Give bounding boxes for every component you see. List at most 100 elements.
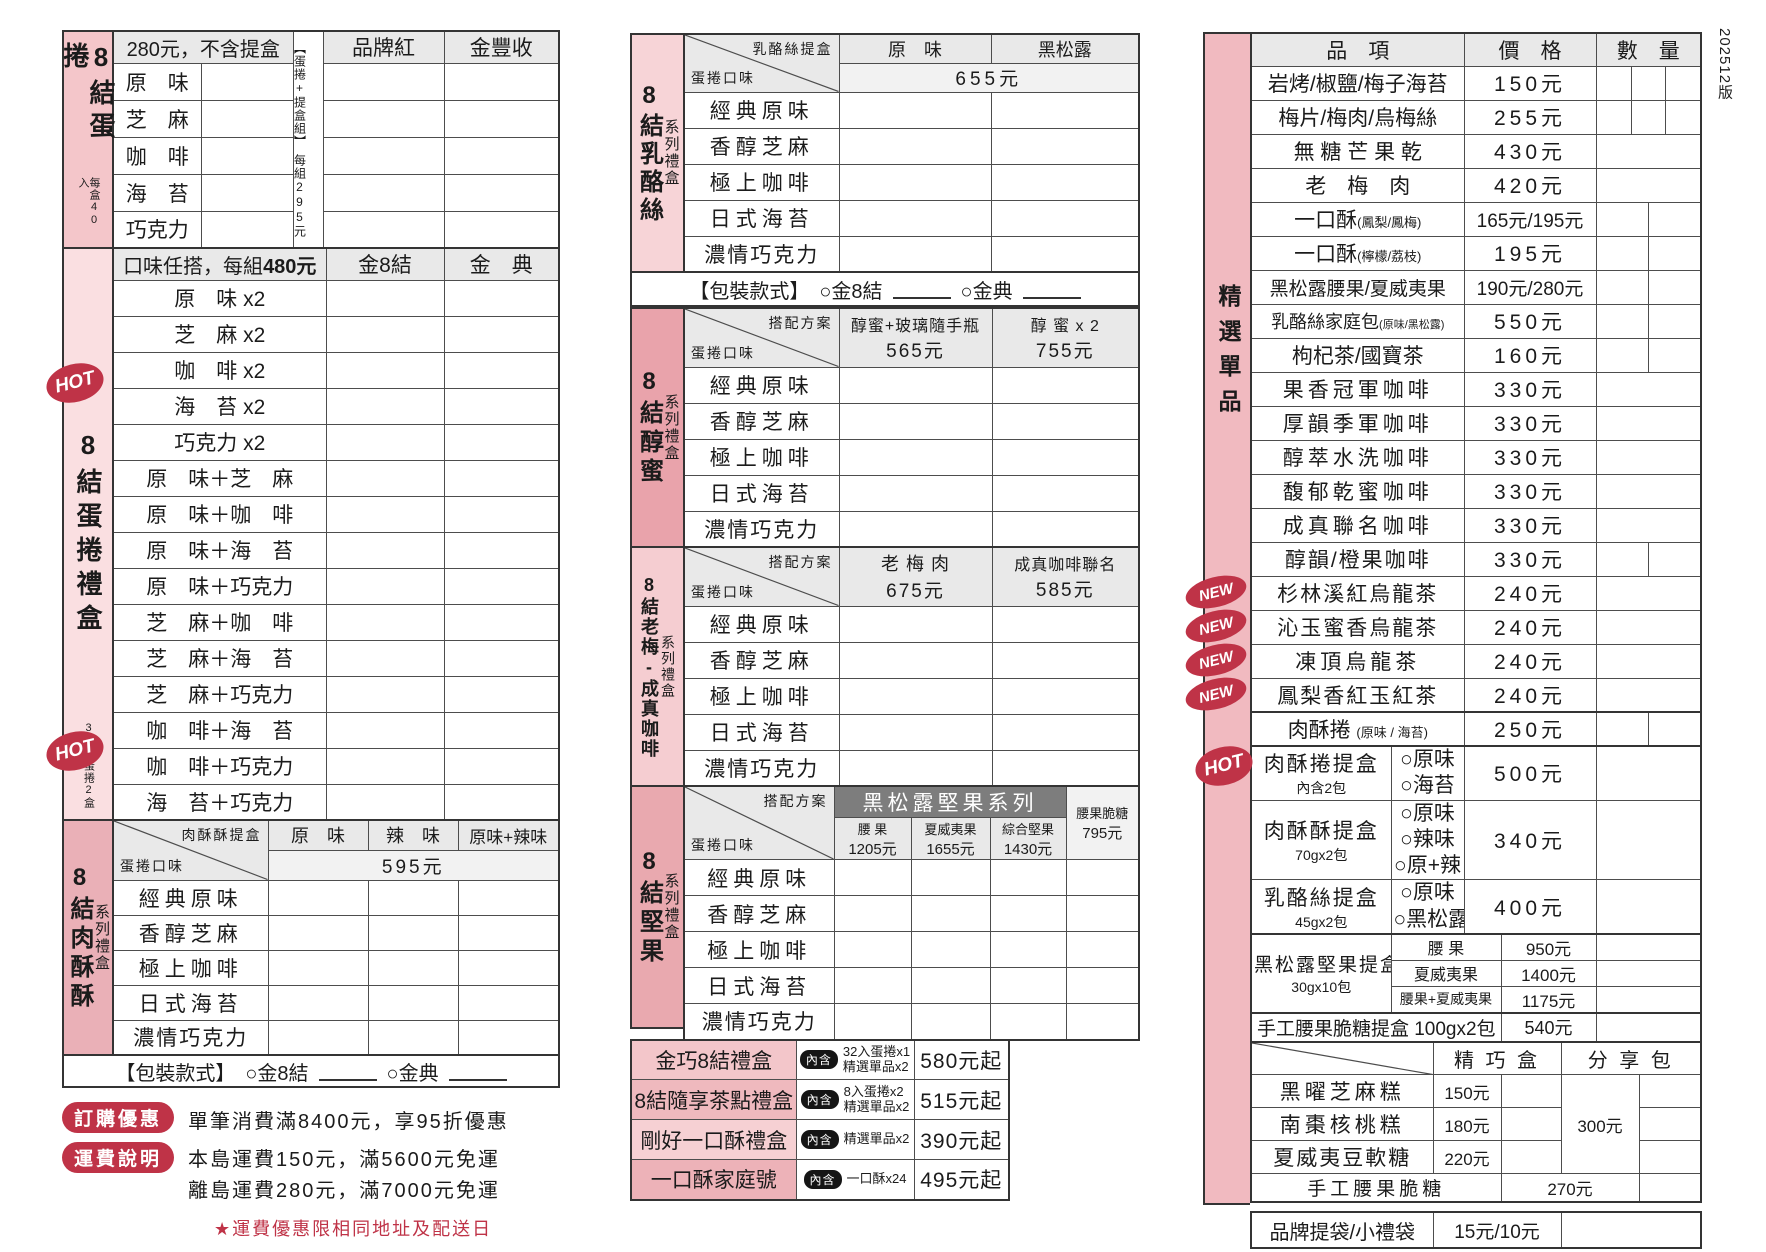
qty-subcell[interactable] (1599, 169, 1699, 201)
qty-cell[interactable] (443, 423, 560, 461)
qty-cell[interactable] (1500, 1074, 1562, 1109)
qty-cell[interactable] (1595, 643, 1702, 679)
qty-cell[interactable] (1065, 931, 1140, 968)
qty-cell[interactable] (367, 984, 459, 1021)
qty-cell[interactable] (443, 675, 560, 713)
qty-cell[interactable] (1595, 201, 1702, 237)
qty-cell[interactable] (325, 783, 445, 821)
qty-subcell[interactable] (1599, 305, 1648, 337)
option-original[interactable]: ○原味 (1400, 748, 1455, 771)
qty-cell[interactable] (838, 127, 992, 165)
qty-cell[interactable] (1500, 1140, 1562, 1175)
entry-cell[interactable] (200, 99, 294, 138)
qty-cell[interactable] (1595, 541, 1702, 577)
qty-subcell[interactable] (1599, 373, 1699, 405)
qty-subcell[interactable] (1599, 203, 1648, 235)
qty-cell[interactable] (1595, 167, 1702, 203)
qty-cell[interactable] (989, 1003, 1067, 1040)
qty-cell[interactable] (1595, 745, 1702, 801)
qty-cell[interactable] (267, 879, 369, 916)
qty-cell[interactable] (1595, 959, 1702, 987)
fill-blank[interactable] (1022, 279, 1081, 299)
qty-cell[interactable] (367, 879, 459, 916)
qty-cell[interactable] (1595, 439, 1702, 475)
qty-cell[interactable] (443, 173, 560, 212)
qty-subcell[interactable] (1599, 577, 1699, 609)
qty-cell[interactable] (1065, 895, 1140, 932)
qty-subcell[interactable] (1599, 509, 1699, 541)
entry-cell[interactable] (200, 62, 294, 101)
qty-subcell[interactable] (1599, 475, 1699, 507)
packing-option-golden[interactable]: ○金典 (386, 1062, 439, 1085)
qty-cell[interactable] (325, 315, 445, 353)
qty-cell[interactable] (457, 984, 560, 1021)
qty-cell[interactable] (1595, 473, 1702, 509)
qty-cell[interactable] (1638, 1140, 1702, 1175)
qty-cell[interactable] (1595, 405, 1702, 441)
qty-cell[interactable] (838, 438, 993, 476)
qty-cell[interactable] (991, 438, 1140, 476)
qty-cell[interactable] (367, 914, 459, 951)
qty-cell[interactable] (991, 402, 1140, 440)
qty-cell[interactable] (1595, 133, 1702, 169)
qty-cell[interactable] (443, 279, 560, 317)
option-original[interactable]: ○原味 (1400, 801, 1455, 825)
qty-cell[interactable] (322, 99, 445, 138)
qty-subcell[interactable] (1647, 271, 1698, 303)
qty-cell[interactable] (443, 747, 560, 785)
qty-cell[interactable] (443, 99, 560, 138)
qty-cell[interactable] (1595, 303, 1702, 339)
qty-cell[interactable] (443, 459, 560, 497)
qty-cell[interactable] (1595, 269, 1702, 305)
qty-cell[interactable] (838, 510, 993, 548)
option-original[interactable]: ○原味 (1400, 881, 1455, 905)
qty-cell[interactable] (833, 1003, 912, 1040)
qty-cell[interactable] (1595, 507, 1702, 543)
qty-cell[interactable] (838, 641, 993, 679)
qty-subcell[interactable] (1599, 135, 1699, 167)
qty-cell[interactable] (838, 713, 993, 751)
qty-cell[interactable] (991, 510, 1140, 548)
qty-subcell[interactable] (1599, 441, 1699, 473)
qty-cell[interactable] (989, 931, 1067, 968)
qty-cell[interactable] (838, 199, 992, 237)
entry-cell[interactable] (200, 210, 294, 249)
qty-subcell[interactable] (1599, 611, 1699, 643)
qty-cell[interactable] (325, 567, 445, 605)
qty-subcell[interactable] (1647, 203, 1698, 235)
qty-cell[interactable] (443, 783, 560, 821)
qty-cell[interactable] (1500, 1107, 1562, 1142)
qty-cell[interactable] (1638, 1074, 1702, 1109)
qty-cell[interactable] (325, 279, 445, 317)
qty-cell[interactable] (457, 914, 560, 951)
qty-cell[interactable] (367, 949, 459, 986)
option-seaweed[interactable]: ○海苔 (1400, 774, 1455, 798)
qty-cell[interactable] (325, 531, 445, 569)
qty-cell[interactable] (991, 641, 1140, 679)
qty-subcell[interactable] (1647, 339, 1698, 371)
qty-cell[interactable] (1560, 1211, 1702, 1249)
qty-subcell[interactable] (1664, 101, 1699, 133)
qty-cell[interactable] (325, 603, 445, 641)
qty-subcell[interactable] (1647, 305, 1698, 337)
qty-cell[interactable] (1065, 1003, 1140, 1040)
qty-cell[interactable] (1595, 609, 1702, 645)
qty-cell[interactable] (833, 859, 912, 896)
qty-subcell[interactable] (1599, 339, 1648, 371)
qty-cell[interactable] (325, 351, 445, 389)
qty-cell[interactable] (1065, 859, 1140, 896)
qty-cell[interactable] (1595, 575, 1702, 611)
qty-subcell[interactable] (1599, 645, 1699, 677)
qty-cell[interactable] (322, 136, 445, 175)
qty-cell[interactable] (991, 605, 1140, 643)
qty-cell[interactable] (1638, 1173, 1702, 1203)
qty-cell[interactable] (991, 366, 1140, 404)
qty-cell[interactable] (910, 967, 991, 1004)
fill-blank[interactable] (892, 279, 951, 299)
qty-cell[interactable] (989, 859, 1067, 896)
qty-cell[interactable] (322, 210, 445, 249)
qty-cell[interactable] (1595, 711, 1702, 747)
qty-cell[interactable] (838, 366, 993, 404)
qty-cell[interactable] (443, 711, 560, 749)
qty-cell[interactable] (443, 531, 560, 569)
